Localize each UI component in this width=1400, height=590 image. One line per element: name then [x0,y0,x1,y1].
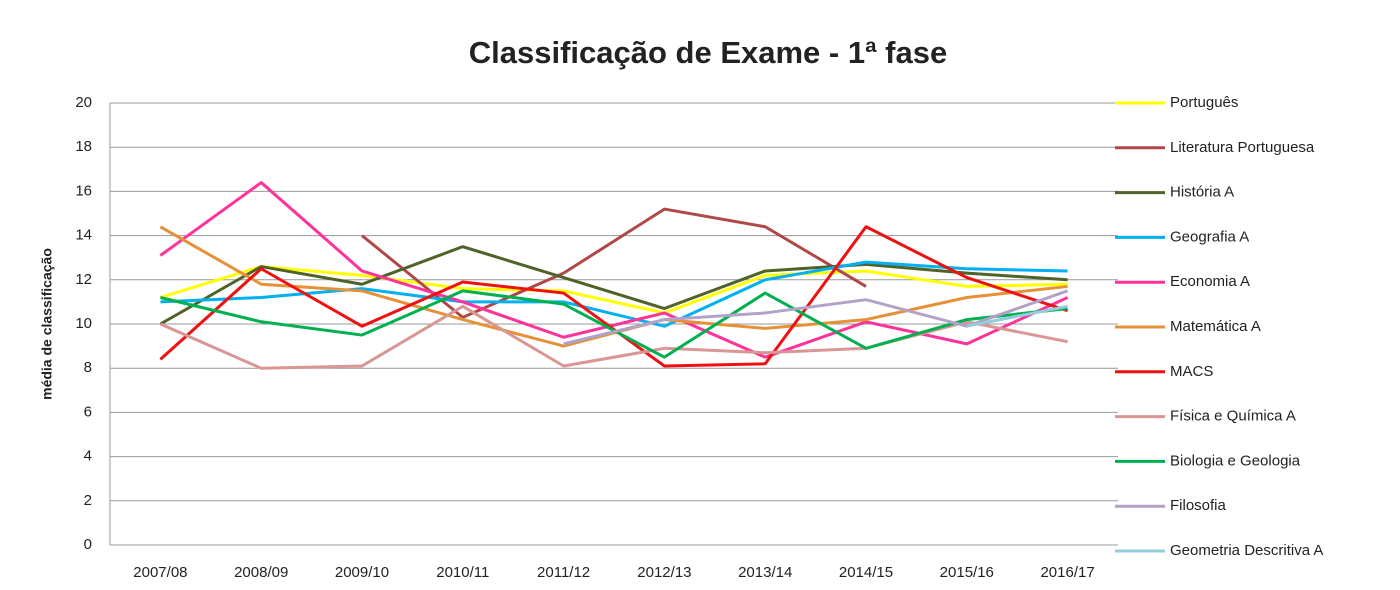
series-line [966,304,1068,328]
legend-label: Geometria Descritiva A [1170,542,1323,559]
y-tick-label: 6 [84,403,92,420]
legend-label: Matemática A [1170,318,1261,335]
y-axis-label: média de classificação [39,248,55,400]
y-tick-label: 18 [75,138,92,155]
y-tick-label: 8 [84,359,92,376]
series-line [159,245,1068,326]
x-tick-label: 2014/15 [839,564,893,581]
legend-label: História A [1170,184,1234,201]
y-tick-label: 0 [84,536,92,553]
x-tick-label: 2009/10 [335,564,389,581]
legend-label: Literatura Portuguesa [1170,139,1315,156]
y-tick-label: 12 [75,271,92,288]
series-line [563,289,1069,346]
legend-label: Português [1170,94,1238,111]
legend-label: Biologia e Geologia [1170,452,1301,469]
y-tick-label: 20 [75,94,92,111]
y-tick-label: 14 [75,227,92,244]
x-tick-label: 2015/16 [940,564,994,581]
legend-label: Geografia A [1170,228,1249,245]
y-tick-label: 10 [75,315,92,332]
x-tick-label: 2013/14 [738,564,792,581]
series-line [160,260,1068,328]
y-tick-label: 2 [84,492,92,509]
x-tick-label: 2011/12 [537,564,590,581]
legend-label: Economia A [1170,273,1250,290]
series-line [159,265,1068,315]
y-tick-label: 16 [75,182,92,199]
y-tick-label: 4 [84,448,92,465]
legend-label: MACS [1170,363,1213,380]
chart-title: Classificação de Exame - 1ª fase [469,35,947,70]
x-tick-label: 2016/17 [1040,564,1094,581]
x-tick-label: 2007/08 [133,564,187,581]
series-line [159,225,1069,368]
legend-label: Física e Química A [1170,408,1296,425]
x-tick-label: 2012/13 [637,564,691,581]
series-line [361,207,867,319]
x-tick-label: 2008/09 [234,564,288,581]
x-tick-label: 2010/11 [436,564,489,581]
legend-label: Filosofia [1170,497,1227,514]
